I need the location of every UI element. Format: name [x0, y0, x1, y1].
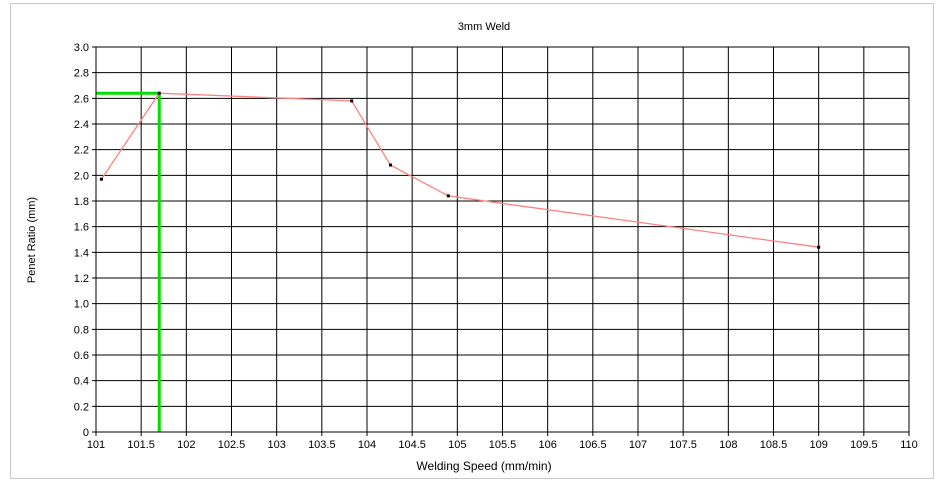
tick-labels: 101 101.5 102 102.5 103 103.5 104 104.5 105 105.5… — [74, 42, 918, 451]
data-point — [99, 177, 103, 181]
data-point — [446, 194, 450, 198]
y-tick-label: 3.0 — [74, 42, 89, 54]
y-tick-label: 0.6 — [74, 350, 89, 362]
y-tick-label: 2.2 — [74, 145, 89, 157]
y-tick-label: 1.8 — [74, 196, 89, 208]
data-point — [388, 163, 392, 167]
x-tick-label: 101.5 — [127, 439, 155, 451]
y-tick-label: 2.4 — [74, 119, 89, 131]
x-tick-label: 104.5 — [398, 439, 426, 451]
y-tick-label: 1.0 — [74, 299, 89, 311]
y-tick-label: 0.2 — [74, 401, 89, 413]
x-tick-label: 102.5 — [218, 439, 246, 451]
x-tick-label: 109 — [809, 439, 827, 451]
x-tick-label: 104 — [358, 439, 376, 451]
x-tick-label: 106 — [538, 439, 556, 451]
line-chart: 3mm Weld Welding Speed (mm/min) Penet Ra… — [26, 21, 918, 473]
x-tick-label: 101 — [87, 439, 105, 451]
y-tick-label: 0 — [83, 427, 89, 439]
series — [99, 91, 821, 249]
data-point — [157, 91, 161, 95]
y-tick-label: 0.8 — [74, 324, 89, 336]
x-tick-label: 107.5 — [669, 439, 697, 451]
y-tick-label: 1.4 — [74, 247, 89, 259]
x-tick-label: 103 — [267, 439, 285, 451]
x-tick-label: 110 — [900, 439, 918, 451]
x-tick-label: 103.5 — [308, 439, 336, 451]
x-tick-label: 108.5 — [760, 439, 788, 451]
x-tick-label: 106.5 — [579, 439, 607, 451]
x-axis-label: Welding Speed (mm/min) — [416, 459, 551, 473]
y-axis-label: Penet Ratio (mm) — [26, 197, 38, 283]
y-tick-label: 0.4 — [74, 376, 89, 388]
y-tick-label: 2.6 — [74, 93, 89, 105]
grid — [92, 46, 910, 436]
x-tick-label: 109.5 — [850, 439, 878, 451]
y-tick-label: 1.2 — [74, 273, 89, 285]
reference-lines — [96, 91, 161, 432]
data-point — [817, 245, 821, 249]
x-tick-label: 105.5 — [489, 439, 517, 451]
series-line — [100, 92, 819, 248]
y-tick-label: 2.8 — [74, 68, 89, 80]
y-tick-label: 2.0 — [74, 170, 89, 182]
data-point — [350, 99, 354, 103]
chart-title: 3mm Weld — [458, 21, 510, 33]
x-tick-label: 102 — [177, 439, 195, 451]
x-tick-label: 108 — [719, 439, 737, 451]
y-tick-label: 1.6 — [74, 222, 89, 234]
x-tick-label: 107 — [629, 439, 647, 451]
x-tick-label: 105 — [448, 439, 466, 451]
chart-frame: 3mm Weld Welding Speed (mm/min) Penet Ra… — [10, 3, 934, 479]
plot-border — [95, 46, 910, 433]
